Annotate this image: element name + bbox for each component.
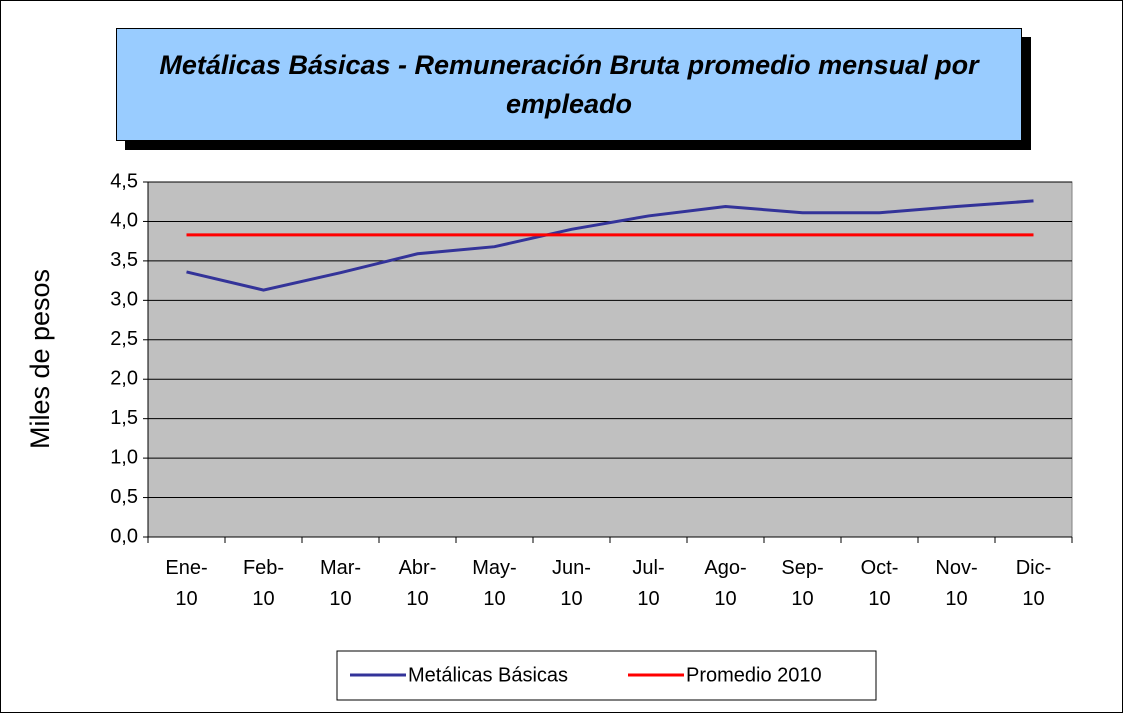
y-tick-label: 4,0 (110, 210, 138, 232)
legend-label: Promedio 2010 (686, 664, 822, 686)
x-tick-label: Sep-10 (781, 557, 824, 610)
chart-title: Metálicas Básicas - Remuneración Bruta p… (116, 28, 1022, 141)
x-tick-label: Abr-10 (398, 557, 437, 610)
y-axis-label: Miles de pesos (25, 269, 55, 449)
x-tick-label: Nov-10 (935, 557, 978, 610)
y-tick-label: 2,5 (110, 328, 138, 350)
x-tick-label: Jun-10 (552, 557, 591, 610)
legend-label: Metálicas Básicas (408, 664, 568, 686)
y-tick-label: 1,5 (110, 407, 138, 429)
y-tick-label: 0,0 (110, 525, 138, 547)
y-tick-label: 1,0 (110, 446, 138, 468)
series-line (186, 199, 1034, 292)
x-tick-label: May-10 (472, 557, 517, 610)
y-tick-label: 0,5 (110, 486, 138, 508)
y-tick-label: 2,0 (110, 368, 138, 390)
plot-area (147, 181, 1073, 538)
x-tick-label: Dic-10 (1015, 557, 1052, 610)
y-tick-label: 4,5 (110, 170, 138, 192)
x-tick-label: Mar-10 (319, 557, 362, 610)
y-tick-label: 3,5 (110, 249, 138, 271)
legend (336, 650, 877, 701)
x-tick-label: Ago-10 (704, 557, 747, 610)
y-tick-label: 3,0 (110, 289, 138, 311)
x-tick-label: Oct-10 (860, 557, 899, 610)
x-tick-label: Feb-10 (242, 557, 285, 610)
x-tick-label: Jul-10 (632, 557, 665, 610)
x-tick-label: Ene-10 (165, 557, 208, 610)
